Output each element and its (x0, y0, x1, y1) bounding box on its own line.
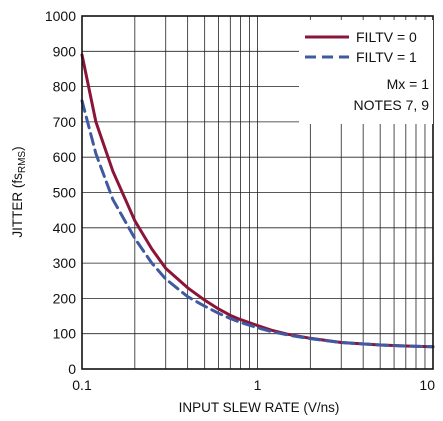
y-tick-label: 600 (53, 149, 77, 165)
y-tick-label: 900 (53, 43, 77, 59)
y-tick-label: 1000 (45, 8, 76, 24)
annotation-mx: Mx = 1 (387, 76, 430, 92)
y-axis-label-subscript: RMS (17, 151, 28, 174)
y-tick-label: 700 (53, 114, 77, 130)
plot-frame (81, 15, 434, 370)
y-tick-labels: 0 100 200 300 400 500 600 700 800 900 1000 (45, 8, 76, 377)
x-tick-label: 10 (419, 377, 435, 393)
series-layer (80, 53, 435, 349)
y-tick-label: 800 (53, 79, 77, 95)
x-axis-label: INPUT SLEW RATE (V/ns) (179, 400, 340, 415)
x-tick-label: 1 (254, 377, 262, 393)
legend-label-filtv-0: FILTV = 0 (356, 29, 417, 45)
legend: FILTV = 0 FILTV = 1 Mx = 1 NOTES 7, 9 (299, 20, 433, 124)
legend-label-filtv-1: FILTV = 1 (356, 49, 417, 65)
y-tick-label: 100 (53, 326, 77, 342)
series-line-filtv-1 (80, 99, 435, 349)
y-tick-label: 400 (53, 220, 77, 236)
y-tick-label: 200 (53, 290, 77, 306)
series-line-filtv-0 (80, 53, 435, 349)
y-axis-label-main: JITTER (fs (10, 173, 25, 238)
y-tick-label: 0 (68, 361, 76, 377)
x-tick-label: 0.1 (72, 377, 92, 393)
annotation-notes: NOTES 7, 9 (354, 97, 430, 113)
y-axis-label-close: ) (10, 146, 25, 151)
y-axis-label: JITTER (fsRMS) (10, 146, 28, 237)
x-tick-labels: 0.1 1 10 (72, 377, 435, 393)
y-tick-label: 500 (53, 185, 77, 201)
y-tick-label: 300 (53, 255, 77, 271)
